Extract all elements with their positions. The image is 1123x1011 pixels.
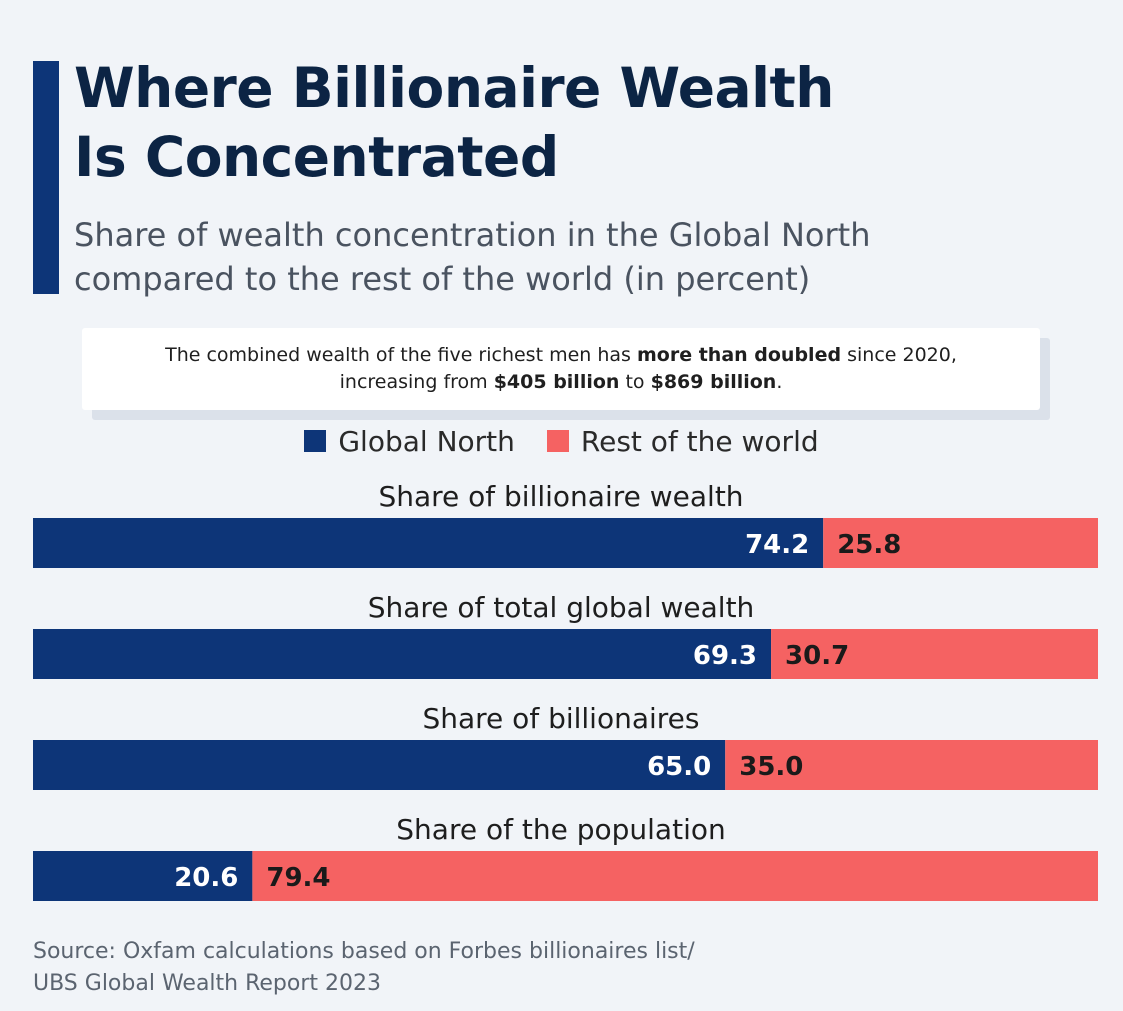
annotation-highlight: more than doubled <box>636 344 842 366</box>
value-label-rest-of-world-population: 79.4 <box>266 863 330 893</box>
annotation-line-1: The combined wealth of the five richest … <box>165 342 957 369</box>
bar-rest-of-world-total-global-wealth <box>771 629 1098 679</box>
annotation-highlight: $405 billion <box>493 371 620 393</box>
bar-rest-of-world-billionaires <box>725 740 1098 790</box>
bar-global-north-billionaire-wealth <box>33 518 824 568</box>
source-line-1: Source: Oxfam calculations based on Forb… <box>33 939 695 964</box>
annotation-line-2: increasing from $405 billion to $869 bil… <box>340 369 783 396</box>
value-label-global-north-billionaires: 65.0 <box>647 752 711 782</box>
bar-global-north-billionaires <box>33 740 726 790</box>
annotation-highlight: $869 billion <box>650 371 777 393</box>
value-label-rest-of-world-billionaires: 35.0 <box>739 752 803 782</box>
category-label-billionaires: Share of billionaires <box>422 702 699 735</box>
bar-global-north-population <box>33 851 253 901</box>
chart-title-line-2: Is Concentrated <box>74 125 559 189</box>
annotation-box: The combined wealth of the five richest … <box>82 328 1040 410</box>
category-label-billionaire-wealth: Share of billionaire wealth <box>378 480 743 513</box>
chart-title-line-1: Where Billionaire Wealth <box>74 56 834 120</box>
chart-title: Where Billionaire Wealth Is Concentrated <box>74 54 1074 192</box>
annotation-text: since 2020, <box>841 344 957 366</box>
bar-rest-of-world-billionaire-wealth <box>823 518 1098 568</box>
value-label-global-north-total-global-wealth: 69.3 <box>693 641 757 671</box>
chart-legend: Global North Rest of the world <box>0 420 1123 462</box>
legend-label-rest-of-world: Rest of the world <box>580 424 819 458</box>
annotation-text: The combined wealth of the five richest … <box>165 344 637 366</box>
value-label-rest-of-world-total-global-wealth: 30.7 <box>785 641 849 671</box>
legend-item-global-north: Global North <box>304 425 515 458</box>
chart-subtitle: Share of wealth concentration in the Glo… <box>74 213 1074 301</box>
value-label-global-north-population: 20.6 <box>174 863 238 893</box>
title-accent-bar <box>33 61 59 294</box>
value-label-global-north-billionaire-wealth: 74.2 <box>745 530 809 560</box>
annotation-text: increasing from <box>339 371 494 393</box>
bar-global-north-total-global-wealth <box>33 629 772 679</box>
annotation-text: to <box>619 371 651 393</box>
chart-subtitle-line-1: Share of wealth concentration in the Glo… <box>74 216 871 254</box>
category-label-population: Share of the population <box>396 813 725 846</box>
legend-label-global-north: Global North <box>338 424 515 458</box>
legend-swatch-global-north <box>304 430 327 452</box>
legend-swatch-rest-of-world <box>546 430 569 452</box>
annotation-text: . <box>776 371 783 393</box>
value-label-rest-of-world-billionaire-wealth: 25.8 <box>837 530 901 560</box>
chart-subtitle-line-2: compared to the rest of the world (in pe… <box>74 260 811 298</box>
source-line-2: UBS Global Wealth Report 2023 <box>33 971 382 996</box>
source-note: Source: Oxfam calculations based on Forb… <box>33 936 1093 1000</box>
category-label-total-global-wealth: Share of total global wealth <box>368 591 755 624</box>
legend-item-rest-of-world: Rest of the world <box>546 424 819 458</box>
bar-rest-of-world-population <box>252 851 1098 901</box>
